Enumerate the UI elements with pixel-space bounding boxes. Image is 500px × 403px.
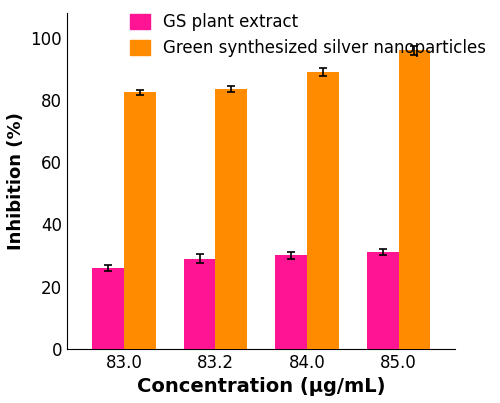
Legend: GS plant extract, Green synthesized silver nanoparticles: GS plant extract, Green synthesized silv… xyxy=(123,6,492,64)
Bar xyxy=(367,252,398,349)
Bar xyxy=(92,268,124,349)
Bar xyxy=(184,259,216,349)
Y-axis label: Inhibition (%): Inhibition (%) xyxy=(7,112,25,250)
Bar xyxy=(398,50,430,349)
X-axis label: Concentration (μg/mL): Concentration (μg/mL) xyxy=(137,377,386,396)
Bar xyxy=(216,89,247,349)
Bar xyxy=(307,72,338,349)
Bar xyxy=(276,256,307,349)
Bar xyxy=(124,92,156,349)
